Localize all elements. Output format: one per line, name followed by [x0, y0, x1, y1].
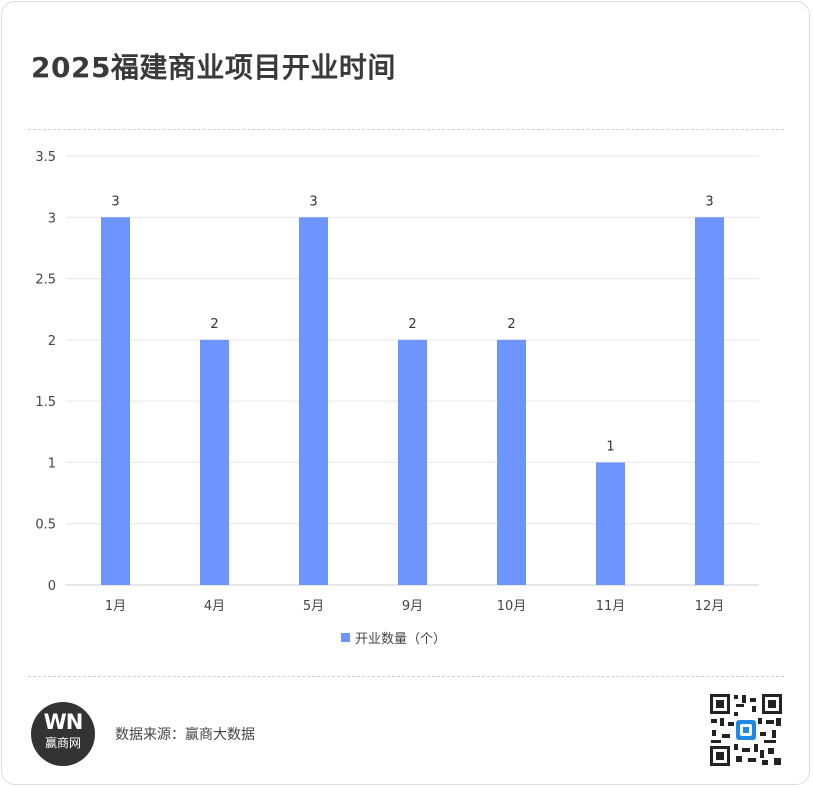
legend-swatch — [341, 633, 350, 642]
logo-mark: WN — [43, 710, 84, 734]
legend: 开业数量（个） — [341, 632, 446, 647]
y-tick-label: 3 — [48, 211, 56, 226]
y-tick-label: 2 — [48, 334, 56, 349]
data-label: 2 — [408, 317, 416, 332]
footer-divider — [28, 676, 784, 677]
legend-label: 开业数量（个） — [355, 632, 446, 647]
data-label: 2 — [210, 317, 218, 332]
brand-logo: WN 赢商网 — [31, 702, 95, 766]
data-label: 3 — [111, 194, 119, 209]
bar — [596, 462, 625, 585]
x-tick-label: 9月 — [402, 599, 423, 614]
y-tick-label: 1 — [48, 456, 56, 471]
x-axis: 1月 4月 5月 9月 10月 11月 12月 — [105, 599, 724, 614]
y-tick-label: 3.5 — [35, 150, 56, 165]
qr-code-icon — [708, 692, 784, 768]
bar — [398, 339, 427, 585]
bar — [299, 217, 328, 586]
x-tick-label: 4月 — [204, 599, 225, 614]
bar — [497, 339, 526, 585]
bar — [695, 217, 724, 586]
data-label: 2 — [507, 317, 515, 332]
y-axis: 0 0.5 1 1.5 2 2.5 3 3.5 — [35, 150, 56, 594]
bars: 3 2 3 2 2 1 3 — [101, 194, 724, 586]
y-tick-label: 0.5 — [35, 518, 56, 533]
x-tick-label: 1月 — [105, 599, 126, 614]
data-label: 3 — [309, 194, 317, 209]
x-tick-label: 12月 — [695, 599, 725, 614]
data-label: 1 — [606, 439, 614, 454]
bar — [200, 339, 229, 585]
x-tick-label: 11月 — [596, 599, 626, 614]
bar — [101, 217, 130, 586]
logo-name: 赢商网 — [44, 736, 81, 750]
x-tick-label: 10月 — [497, 599, 527, 614]
chart-title: 2025福建商业项目开业时间 — [31, 51, 396, 84]
data-label: 3 — [705, 194, 713, 209]
header-divider — [28, 129, 784, 130]
y-tick-label: 1.5 — [35, 395, 56, 410]
y-tick-label: 2.5 — [35, 273, 56, 288]
source-note: 数据来源：赢商大数据 — [115, 727, 255, 743]
y-tick-label: 0 — [48, 579, 56, 594]
x-tick-label: 5月 — [303, 599, 324, 614]
